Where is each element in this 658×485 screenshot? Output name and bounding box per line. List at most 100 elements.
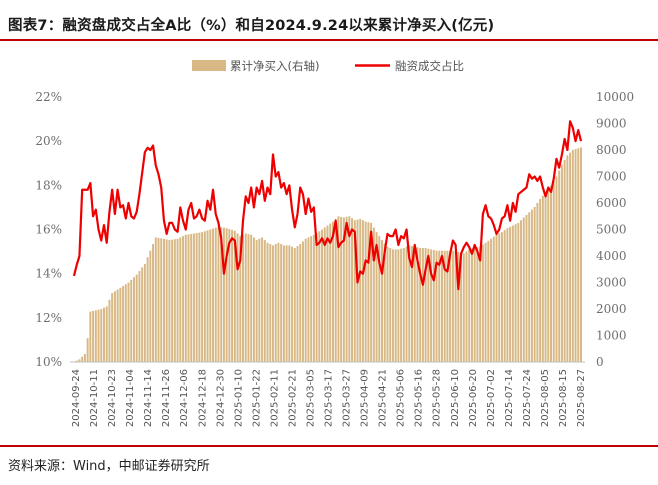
left-axis-tick-label: 20% xyxy=(35,134,62,148)
line-series-financing-share xyxy=(72,120,583,291)
left-axis-tick-label: 16% xyxy=(35,223,62,237)
bar xyxy=(367,222,370,362)
bar xyxy=(146,257,149,362)
bar xyxy=(413,246,416,362)
bar xyxy=(149,250,152,362)
bar xyxy=(255,240,258,362)
bar xyxy=(78,359,81,362)
bar xyxy=(470,248,473,362)
bar xyxy=(511,225,514,362)
bar xyxy=(419,248,422,362)
bar xyxy=(212,228,214,362)
bar xyxy=(462,253,465,362)
bar xyxy=(479,246,482,362)
bar xyxy=(272,245,274,362)
bar xyxy=(386,246,389,362)
x-axis-tick-label: 2025-05-16 xyxy=(414,369,425,427)
bar xyxy=(228,229,231,362)
left-axis-tick-label: 14% xyxy=(35,267,62,281)
bar xyxy=(130,279,133,362)
bar xyxy=(329,223,332,362)
bar xyxy=(127,282,130,362)
bar xyxy=(550,185,552,362)
x-axis-tick-label: 2025-05-28 xyxy=(432,369,443,427)
x-axis-tick-label: 2025-04-21 xyxy=(378,369,389,427)
bar xyxy=(558,170,561,362)
bar xyxy=(301,241,304,362)
bar xyxy=(86,338,89,362)
bar xyxy=(451,250,454,362)
bar xyxy=(176,238,179,362)
legend-line-label: 融资成交占比 xyxy=(395,59,464,73)
bar xyxy=(342,217,345,362)
bar xyxy=(435,250,438,362)
bar xyxy=(318,231,321,362)
bar xyxy=(400,248,403,362)
bar xyxy=(168,240,171,362)
left-axis-ticks: 10% 12% 14% 16% 18% 20% 22% xyxy=(35,90,62,369)
right-axis-tick-label: 0 xyxy=(596,355,604,369)
bar xyxy=(468,249,471,363)
bar xyxy=(389,248,392,362)
bar xyxy=(239,236,242,363)
left-axis-tick-label: 22% xyxy=(35,90,62,104)
bar xyxy=(391,249,394,363)
bar xyxy=(92,310,95,362)
bar xyxy=(263,240,266,362)
x-axis-tick-label: 2025-02-11 xyxy=(269,369,280,427)
bar xyxy=(247,234,250,362)
bar xyxy=(359,218,362,362)
x-axis-tick-label: 2025-07-14 xyxy=(504,369,515,427)
right-axis-ticks: 0 1000 2000 3000 4000 5000 6000 7000 8000 9000 100… xyxy=(596,90,634,369)
bar xyxy=(171,239,174,362)
bar xyxy=(345,216,348,362)
bar xyxy=(424,248,427,362)
right-axis-tick-label: 10000 xyxy=(596,90,634,104)
bar xyxy=(132,277,135,362)
legend-bar-label: 累计净买入(右轴) xyxy=(230,59,319,73)
bar xyxy=(552,181,555,362)
bar xyxy=(141,267,144,362)
bar xyxy=(94,310,97,362)
bar xyxy=(514,224,517,362)
bar xyxy=(331,221,334,362)
bar xyxy=(220,227,223,362)
right-axis-tick-label: 1000 xyxy=(596,329,627,343)
bar xyxy=(214,227,217,362)
bar xyxy=(157,237,160,362)
legend-bar-swatch xyxy=(192,60,226,71)
bar xyxy=(487,240,490,362)
bar xyxy=(555,176,558,362)
bar xyxy=(173,239,176,362)
bar xyxy=(427,248,430,362)
bar xyxy=(113,291,116,362)
bar xyxy=(574,149,577,362)
bar xyxy=(231,229,234,362)
bar xyxy=(165,239,168,362)
bar xyxy=(476,247,479,362)
bar xyxy=(405,246,408,362)
bar xyxy=(209,229,212,362)
x-axis-tick-label: 2024-11-26 xyxy=(161,369,172,427)
x-axis-tick-label: 2025-03-05 xyxy=(306,369,317,427)
bar xyxy=(536,203,539,362)
bar xyxy=(411,246,413,362)
bar xyxy=(560,164,563,362)
bar xyxy=(566,155,569,362)
bar xyxy=(397,249,400,363)
bar xyxy=(217,226,220,362)
bar xyxy=(460,252,463,362)
bar xyxy=(154,237,157,362)
bar xyxy=(103,307,105,362)
bar xyxy=(563,159,566,362)
right-axis-tick-label: 5000 xyxy=(596,223,627,237)
bar xyxy=(81,356,84,362)
bar xyxy=(441,250,443,362)
bar xyxy=(353,220,356,362)
bar xyxy=(152,244,155,362)
bar xyxy=(571,150,574,362)
bar xyxy=(408,245,411,362)
x-axis-tick-label: 2025-03-27 xyxy=(342,369,353,427)
bar xyxy=(383,243,386,362)
bar xyxy=(236,233,239,362)
